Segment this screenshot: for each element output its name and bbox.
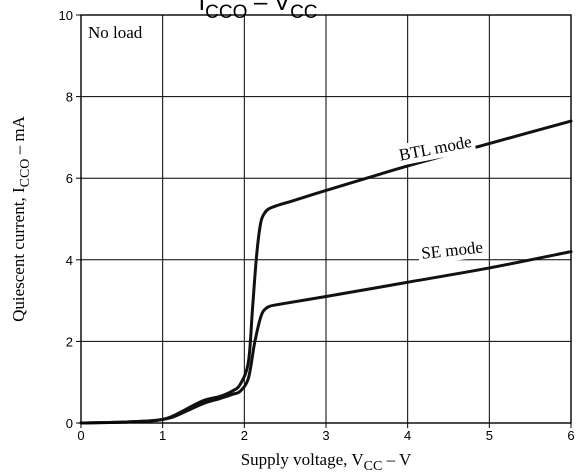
y-tick-label: 2 xyxy=(66,334,73,349)
y-tick-label: 8 xyxy=(66,90,73,105)
x-tick-label: 2 xyxy=(241,428,248,443)
y-axis-label: Quiescent current, ICCO – mA xyxy=(9,115,33,322)
x-axis-label-prefix: Supply voltage, V xyxy=(241,450,365,469)
axis-ticks: 0 1 2 3 4 5 6 0 2 4 6 8 10 xyxy=(59,8,575,443)
x-axis-label-suffix: – V xyxy=(382,450,412,469)
y-tick-label: 6 xyxy=(66,171,73,186)
chart-title: ICCO – VCC xyxy=(198,0,317,23)
x-tick-label: 5 xyxy=(486,428,493,443)
series-label-bg-se-mode xyxy=(417,236,487,265)
series-lines xyxy=(79,119,573,425)
title-part-2: – V xyxy=(247,0,290,16)
grid xyxy=(81,15,571,423)
series-label-bg-btl-mode xyxy=(394,130,477,167)
y-tick-label: 0 xyxy=(66,416,73,431)
y-axis-label-prefix: Quiescent current, I xyxy=(9,187,28,322)
title-part-1: I xyxy=(198,0,205,16)
y-tick-label: 4 xyxy=(66,253,73,268)
y-tick-label: 10 xyxy=(59,8,73,23)
plot-frame xyxy=(80,14,572,424)
x-tick-label: 1 xyxy=(159,428,166,443)
y-axis-label-suffix: – mA xyxy=(9,115,28,158)
x-tick-label: 4 xyxy=(404,428,411,443)
x-tick-label: 0 xyxy=(77,428,84,443)
y-axis-label-sub: CCO xyxy=(18,159,33,188)
series-line-se-mode xyxy=(79,250,573,425)
title-part-1-sub: CCO xyxy=(205,2,247,23)
no-load-box xyxy=(83,17,159,48)
title-part-2-sub: CC xyxy=(290,2,317,23)
x-axis-label: Supply voltage, VCC – V xyxy=(241,450,412,472)
x-axis-label-sub: CC xyxy=(364,459,383,472)
x-tick-label: 6 xyxy=(567,428,574,443)
no-load-annotation: No load xyxy=(88,23,143,42)
x-tick-label: 3 xyxy=(322,428,329,443)
